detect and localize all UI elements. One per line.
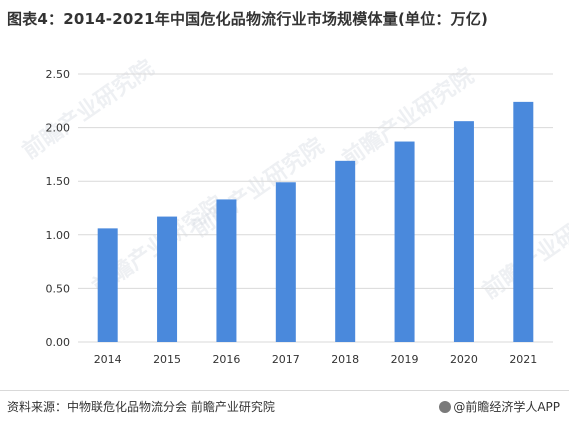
chart-title: 图表4：2014-2021年中国危化品物流行业市场规模体量(单位：万亿) — [7, 10, 489, 28]
y-tick-label: 2.00 — [46, 122, 71, 135]
x-tick-label: 2014 — [94, 353, 122, 366]
y-tick-label: 0.00 — [46, 336, 71, 349]
x-tick-label: 2016 — [212, 353, 240, 366]
bar — [335, 160, 356, 342]
y-tick-label: 2.50 — [46, 68, 71, 81]
bar — [275, 182, 296, 342]
bar — [394, 141, 415, 342]
bar — [216, 199, 237, 342]
y-tick-label: 1.50 — [46, 175, 71, 188]
y-tick-label: 1.00 — [46, 229, 71, 242]
brand-label: @前瞻经济学人APP — [453, 400, 560, 414]
x-tick-label: 2018 — [331, 353, 359, 366]
y-tick-label: 0.50 — [46, 282, 71, 295]
source-note: 资料来源：中物联危化品物流分会 前瞻产业研究院 — [7, 400, 275, 414]
x-tick-label: 2017 — [272, 353, 300, 366]
bar — [97, 228, 118, 342]
bar — [453, 121, 474, 342]
brand-logo-icon — [439, 401, 452, 413]
x-tick-label: 2021 — [509, 353, 537, 366]
bar — [513, 101, 534, 342]
x-tick-label: 2019 — [391, 353, 419, 366]
x-tick-label: 2020 — [450, 353, 478, 366]
bar — [157, 216, 178, 342]
footer: 资料来源：中物联危化品物流分会 前瞻产业研究院 @前瞻经济学人APP — [0, 390, 569, 421]
x-tick-label: 2015 — [153, 353, 181, 366]
brand-credit: @前瞻经济学人APP — [439, 398, 560, 415]
